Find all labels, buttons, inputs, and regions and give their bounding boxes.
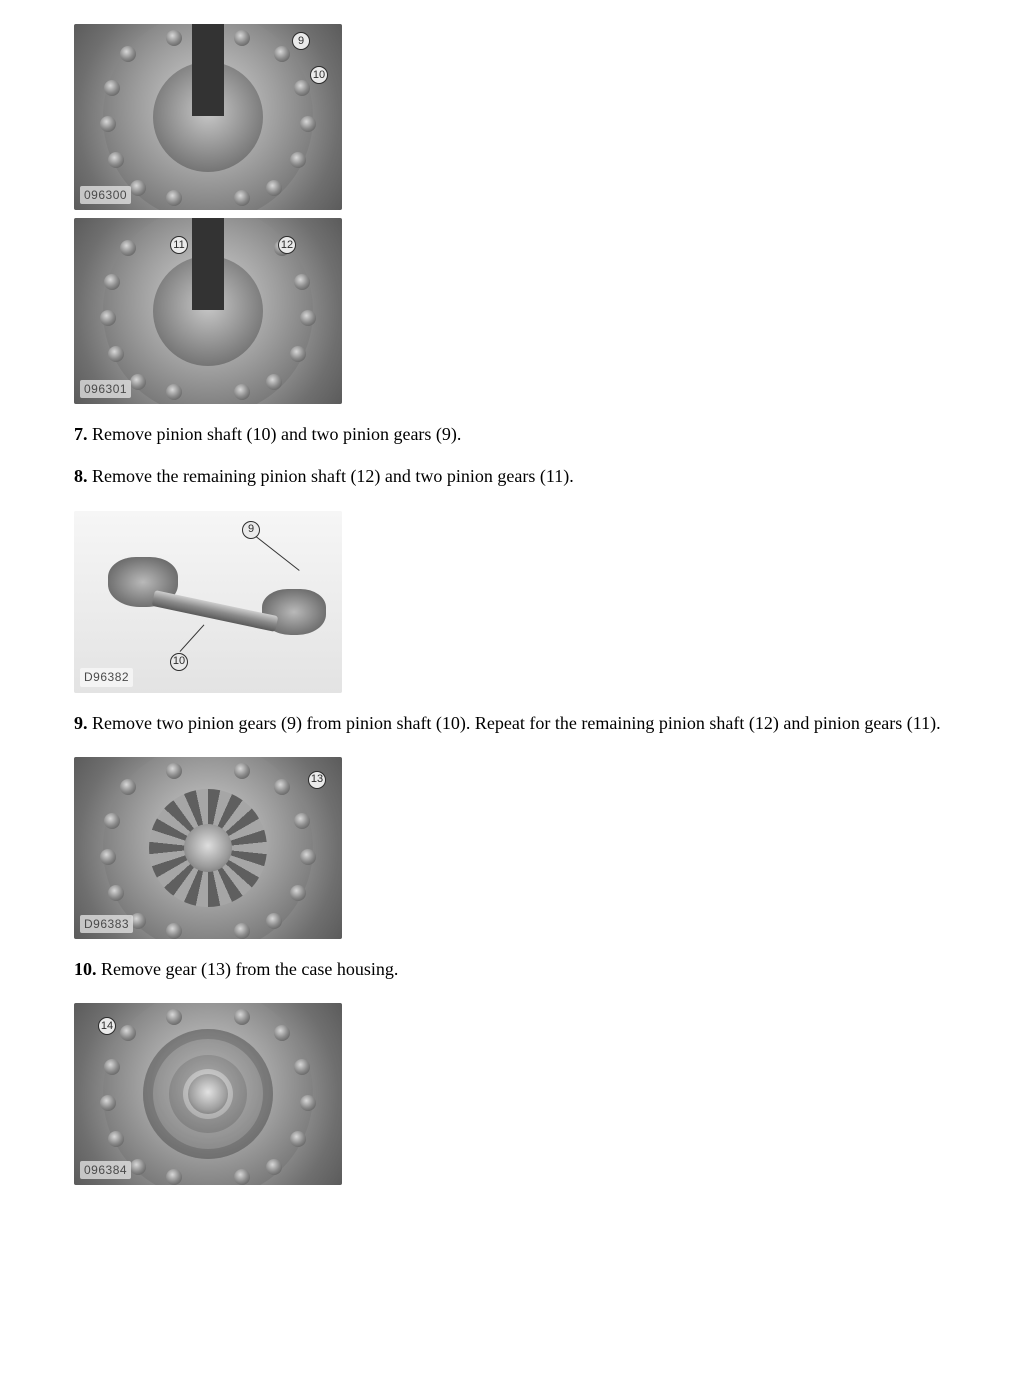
callout-label: 14	[101, 1019, 113, 1034]
figure-ref: 096301	[80, 380, 131, 398]
figure-ref: 096300	[80, 186, 131, 204]
figure-ref: 096384	[80, 1161, 131, 1179]
callout-12: 12	[278, 236, 296, 254]
callout-9: 9	[242, 521, 260, 539]
step-text: Remove gear (13) from the case housing.	[101, 959, 398, 979]
step-7: 7. Remove pinion shaft (10) and two pini…	[74, 422, 950, 446]
figure-d96382: 9 10 D96382	[74, 511, 342, 693]
page: 9 10 096300 11 12 096301 7. Remove pinio…	[0, 0, 1024, 1400]
step-number: 9.	[74, 713, 88, 733]
callout-label: 9	[298, 34, 304, 49]
figure-096301: 11 12 096301	[74, 218, 342, 404]
figure-ref: D96382	[80, 668, 133, 686]
bolt-ring	[74, 24, 342, 210]
step-text: Remove the remaining pinion shaft (12) a…	[92, 466, 574, 486]
step-10: 10. Remove gear (13) from the case housi…	[74, 957, 950, 981]
step-8: 8. Remove the remaining pinion shaft (12…	[74, 464, 950, 488]
step-number: 10.	[74, 959, 97, 979]
callout-9: 9	[292, 32, 310, 50]
callout-label: 11	[173, 238, 184, 253]
step-number: 7.	[74, 424, 88, 444]
callout-label: 9	[248, 522, 254, 537]
callout-label: 10	[313, 68, 325, 83]
step-text: Remove pinion shaft (10) and two pinion …	[92, 424, 461, 444]
figure-096384: 14 096384	[74, 1003, 342, 1185]
step-9: 9. Remove two pinion gears (9) from pini…	[74, 711, 950, 735]
callout-13: 13	[308, 771, 326, 789]
figure-d96383: 13 D96383	[74, 757, 342, 939]
callout-10: 10	[170, 653, 188, 671]
figure-096300: 9 10 096300	[74, 24, 342, 210]
callout-label: 13	[311, 772, 323, 787]
callout-label: 10	[173, 654, 185, 669]
step-number: 8.	[74, 466, 88, 486]
bolt-ring	[74, 218, 342, 404]
callout-10: 10	[310, 66, 328, 84]
callout-11: 11	[170, 236, 188, 254]
callout-label: 12	[281, 238, 293, 253]
figure-ref: D96383	[80, 915, 133, 933]
step-text: Remove two pinion gears (9) from pinion …	[92, 713, 941, 733]
bolt-ring	[74, 757, 342, 939]
